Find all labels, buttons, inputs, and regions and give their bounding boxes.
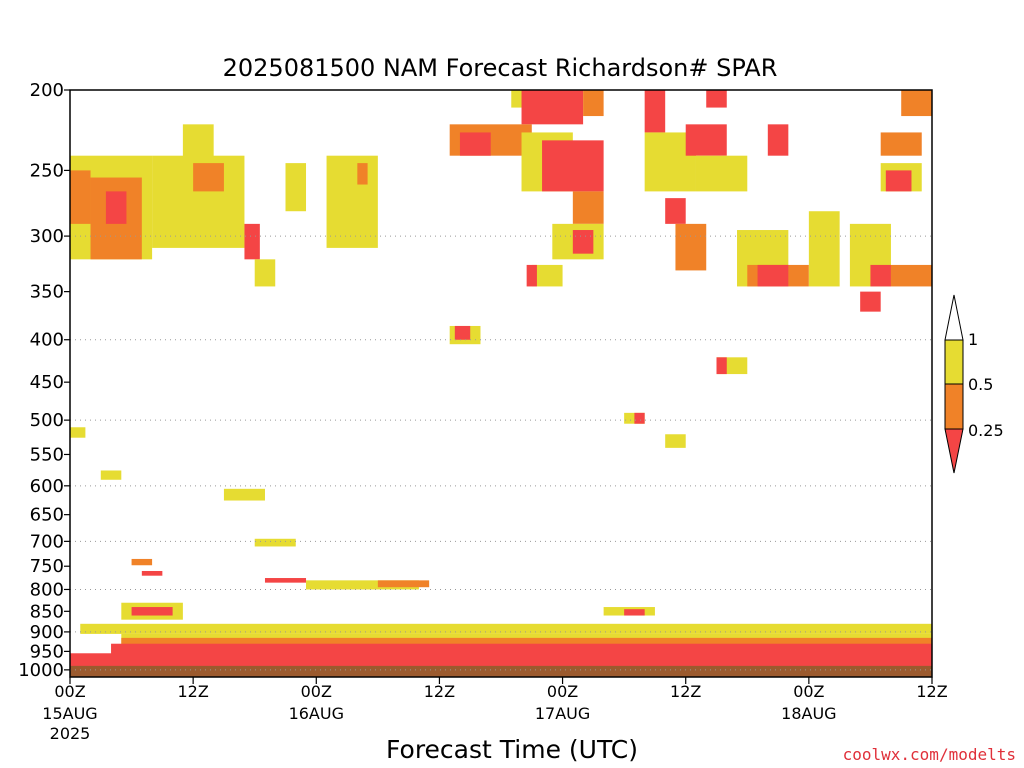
ri-cell: [105, 191, 127, 224]
x-tick-label: 12Z: [424, 682, 455, 701]
x-tick-label: 00Z: [301, 682, 332, 701]
ri-cell: [885, 170, 912, 192]
ri-cell: [70, 653, 932, 670]
colorbar-level-label: 0.5: [968, 375, 993, 394]
ri-cell: [870, 264, 891, 287]
chart-title: 2025081500 NAM Forecast Richardson# SPAR: [223, 54, 778, 82]
ri-cell: [583, 90, 604, 117]
x-axis-label: Forecast Time (UTC): [386, 735, 638, 764]
y-tick-label: 600: [30, 476, 64, 497]
y-tick-label: 200: [30, 80, 64, 101]
y-tick-label: 300: [30, 226, 64, 247]
x-tick-date-label: 17AUG: [535, 704, 590, 723]
ri-cell: [141, 570, 163, 576]
ri-cell: [70, 427, 86, 438]
x-tick-date-label: 16AUG: [289, 704, 344, 723]
ri-cell: [665, 434, 686, 448]
x-tick-date-label: 15AUG: [42, 704, 97, 723]
ri-cell: [264, 578, 307, 583]
ri-cell: [193, 163, 224, 192]
x-tick-label: 12Z: [177, 682, 208, 701]
ri-cell: [890, 264, 932, 287]
ri-cell: [285, 163, 307, 212]
x-tick-year-label: 2025: [50, 724, 91, 743]
ri-cell: [706, 90, 727, 108]
ri-cell: [254, 259, 276, 287]
ri-cell: [757, 264, 789, 287]
x-tick-label: 12Z: [670, 682, 701, 701]
ri-cell: [80, 623, 932, 634]
ri-cell: [521, 90, 584, 125]
y-tick-label: 400: [30, 330, 64, 351]
y-tick-label: 550: [30, 444, 64, 465]
ri-cell: [454, 325, 471, 340]
ri-cell: [459, 132, 491, 156]
x-tick-label: 00Z: [54, 682, 85, 701]
ri-cell: [223, 488, 265, 501]
y-tick-label: 800: [30, 579, 64, 600]
ri-cell: [542, 140, 604, 192]
ri-cell: [572, 191, 604, 224]
ri-cell: [526, 264, 537, 287]
y-tick-label: 900: [30, 622, 64, 643]
credit-text: coolwx.com/modelts: [842, 745, 1016, 764]
ri-cell: [901, 90, 932, 117]
ri-cell: [377, 580, 430, 588]
ri-cell: [716, 357, 727, 375]
ri-cell: [665, 198, 686, 224]
x-tick-date-label: 18AUG: [781, 704, 836, 723]
ri-cell: [634, 412, 645, 424]
y-tick-label: 450: [30, 372, 64, 393]
pressure-axis: 200 250 300 350 400 450 500 550 600 650 700 7508008…: [18, 80, 70, 681]
y-tick-label: 700: [30, 531, 64, 552]
pressure-gridlines: [70, 235, 932, 671]
ri-cell: [131, 558, 153, 566]
ri-cell: [306, 580, 419, 590]
ri-cell: [131, 607, 173, 616]
plot-frame: [69, 89, 933, 678]
ri-cell: [880, 132, 922, 156]
y-tick-label: 500: [30, 410, 64, 431]
ri-cell: [860, 291, 881, 312]
ri-cell: [121, 637, 933, 648]
colorbar-orange: [944, 383, 964, 430]
ri-cell: [695, 155, 748, 192]
y-tick-label: 350: [30, 282, 64, 303]
colorbar-yellow: [944, 339, 964, 385]
x-tick-label: 12Z: [916, 682, 947, 701]
ri-cell: [572, 230, 594, 254]
ri-cell: [624, 609, 645, 616]
x-tick-label: 00Z: [547, 682, 578, 701]
x-tick-label: 00Z: [793, 682, 824, 701]
y-tick-label: 750: [30, 556, 64, 577]
ri-cell: [685, 124, 727, 156]
ri-cell: [70, 170, 91, 224]
ri-cell: [767, 124, 789, 156]
ri-cell: [100, 470, 122, 480]
y-tick-label: 850: [30, 601, 64, 622]
surface-fill: [70, 665, 932, 677]
ri-cell: [357, 163, 368, 185]
ri-cell: [244, 223, 260, 260]
ri-cell: [644, 90, 666, 133]
y-tick-label: 250: [30, 160, 64, 181]
surface-band: [70, 665, 932, 677]
y-tick-label: 950: [30, 641, 64, 662]
colorbar-bottom-arrow: [944, 428, 964, 474]
y-tick-label: 650: [30, 505, 64, 526]
ri-cell: [182, 124, 214, 164]
ri-cell: [675, 223, 707, 271]
colorbar-top-arrow: [944, 294, 964, 341]
ri-cell: [326, 155, 378, 248]
colorbar-level-label: 1: [968, 330, 978, 349]
ri-cell: [808, 211, 840, 287]
ri-cell: [531, 264, 563, 287]
colorbar-legend: 1 0.5 0.25: [944, 294, 1004, 474]
ri-cell: [254, 538, 296, 547]
richardson-cells: [70, 90, 933, 670]
y-tick-label: 1000: [18, 660, 64, 681]
colorbar-level-label: 0.25: [968, 421, 1004, 440]
